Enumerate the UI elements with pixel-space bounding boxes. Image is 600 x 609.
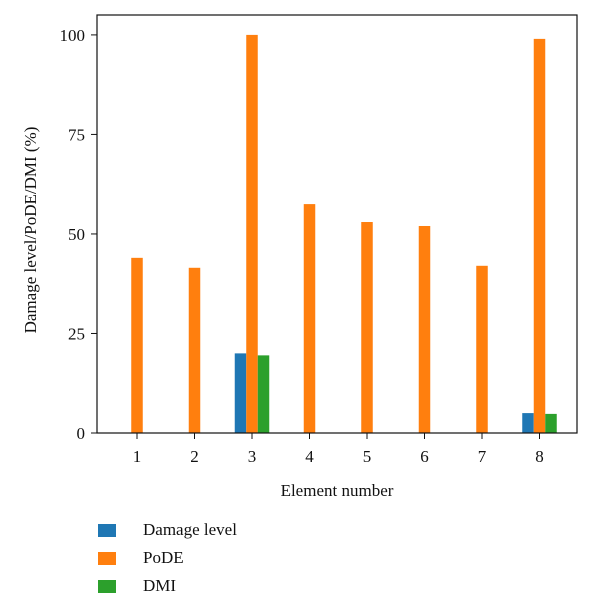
- bar-pode-3: [246, 34, 258, 434]
- bar-pode-8: [533, 38, 546, 434]
- x-axis-label: Element number: [281, 481, 394, 500]
- legend-swatch-damage-level: [98, 523, 116, 537]
- bar-pode-5: [361, 222, 373, 433]
- legend-label-damage-level: Damage level: [143, 520, 237, 539]
- bar-dmi-3: [257, 355, 270, 433]
- bars-group: [131, 34, 557, 434]
- bar-pode-1: [131, 257, 143, 433]
- y-tick-label-100: 100: [60, 26, 86, 45]
- bar-damage-level-8: [522, 413, 534, 433]
- legend-label-pode: PoDE: [143, 548, 184, 567]
- y-axis-label: Damage level/PoDE/DMI (%): [21, 127, 40, 334]
- plot-frame: [96, 14, 578, 434]
- ticks-group: 1 2 3 4 5 6 7 8 0 25 50 75 100: [60, 26, 544, 466]
- y-tick-label-0: 0: [77, 424, 86, 443]
- y-tick-label-75: 75: [68, 125, 85, 144]
- legend-item-damage-level: Damage level: [98, 516, 237, 544]
- bar-pode-7: [476, 265, 488, 433]
- legend-swatch-pode: [98, 551, 116, 565]
- bar-dmi-8: [545, 413, 557, 433]
- x-tick-label-7: 7: [478, 447, 487, 466]
- bar-pode-4: [303, 204, 316, 433]
- legend-label-dmi: DMI: [143, 576, 177, 595]
- legend-item-pode: PoDE: [98, 544, 237, 572]
- x-tick-label-4: 4: [305, 447, 314, 466]
- bar-pode-6: [418, 225, 431, 433]
- legend-swatch-dmi: [98, 579, 116, 593]
- x-tick-label-2: 2: [190, 447, 199, 466]
- x-tick-label-3: 3: [248, 447, 257, 466]
- y-tick-label-50: 50: [68, 225, 85, 244]
- chart: 1 2 3 4 5 6 7 8 0 25 50 75 100 Element number Damage…: [21, 14, 578, 500]
- bar-damage-level-3: [234, 353, 247, 433]
- legend: Damage level PoDE DMI: [98, 516, 237, 600]
- legend-item-dmi: DMI: [98, 572, 237, 600]
- y-tick-label-25: 25: [68, 324, 85, 343]
- x-tick-label-5: 5: [363, 447, 372, 466]
- x-tick-label-8: 8: [535, 447, 544, 466]
- x-tick-label-1: 1: [133, 447, 142, 466]
- x-tick-label-6: 6: [420, 447, 429, 466]
- bar-pode-2: [188, 267, 201, 433]
